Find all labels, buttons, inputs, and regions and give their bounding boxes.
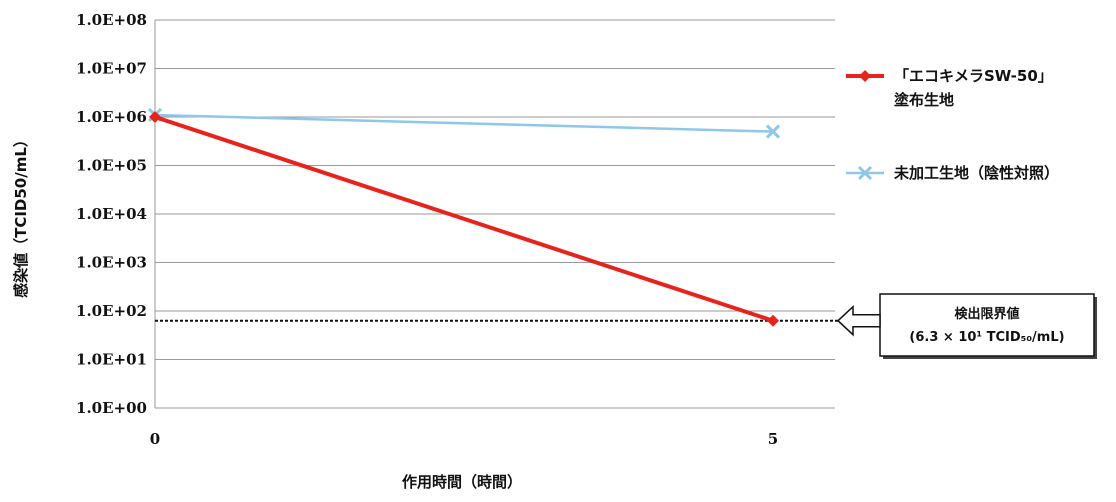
data-point-diamond <box>767 314 779 327</box>
marker-stroke <box>765 124 781 139</box>
legend-label: 未加工生地（陰性対照） <box>893 164 1059 182</box>
x-axis-title: 作用時間（時間） <box>402 473 522 491</box>
legend-item: 未加工生地（陰性対照） <box>846 164 1059 182</box>
legend-label: 塗布生地 <box>894 91 954 109</box>
grid-lines <box>154 19 838 409</box>
data-point-diamond <box>859 70 871 82</box>
series-line <box>154 113 774 133</box>
y-tick-label: 1.0E+04 <box>76 205 147 223</box>
data-point-diamond <box>149 111 161 123</box>
y-tick-label: 1.0E+01 <box>76 351 147 369</box>
x-tick-label: 0 <box>150 430 160 448</box>
y-tick-label: 1.0E+03 <box>76 254 147 272</box>
x-tick-label: 5 <box>768 430 778 448</box>
y-tick-label: 1.0E+05 <box>76 157 147 175</box>
legend-label: 「エコキメラSW-50」 <box>894 67 1053 85</box>
callout-arrow <box>836 305 881 337</box>
y-axis-title: 感染値（TCID50/mL） <box>12 132 30 298</box>
y-tick-label: 1.0E+06 <box>76 108 147 126</box>
series-line <box>154 115 774 323</box>
detection-limit-callout: 検出限界値 (6.3 × 10¹ TCID₅₀/mL) <box>836 293 1097 359</box>
callout-title: 検出限界値 <box>954 306 1019 322</box>
callout-box <box>879 293 1095 357</box>
legend-item: 「エコキメラSW-50」塗布生地 <box>846 67 1053 109</box>
data-point-x <box>857 165 873 181</box>
series-group <box>147 107 781 327</box>
y-tick-label: 1.0E+02 <box>76 302 147 320</box>
data-point-x <box>765 124 781 139</box>
y-axis-ticks: 1.0E+00 1.0E+01 1.0E+02 1.0E+03 1.0E+04 1.0E+… <box>76 11 147 417</box>
marker-stroke <box>857 165 873 181</box>
y-tick-label: 1.0E+08 <box>76 11 147 29</box>
y-tick-label: 1.0E+00 <box>76 399 147 417</box>
callout-value: (6.3 × 10¹ TCID₅₀/mL) <box>909 330 1064 345</box>
y-tick-label: 1.0E+07 <box>76 60 147 78</box>
